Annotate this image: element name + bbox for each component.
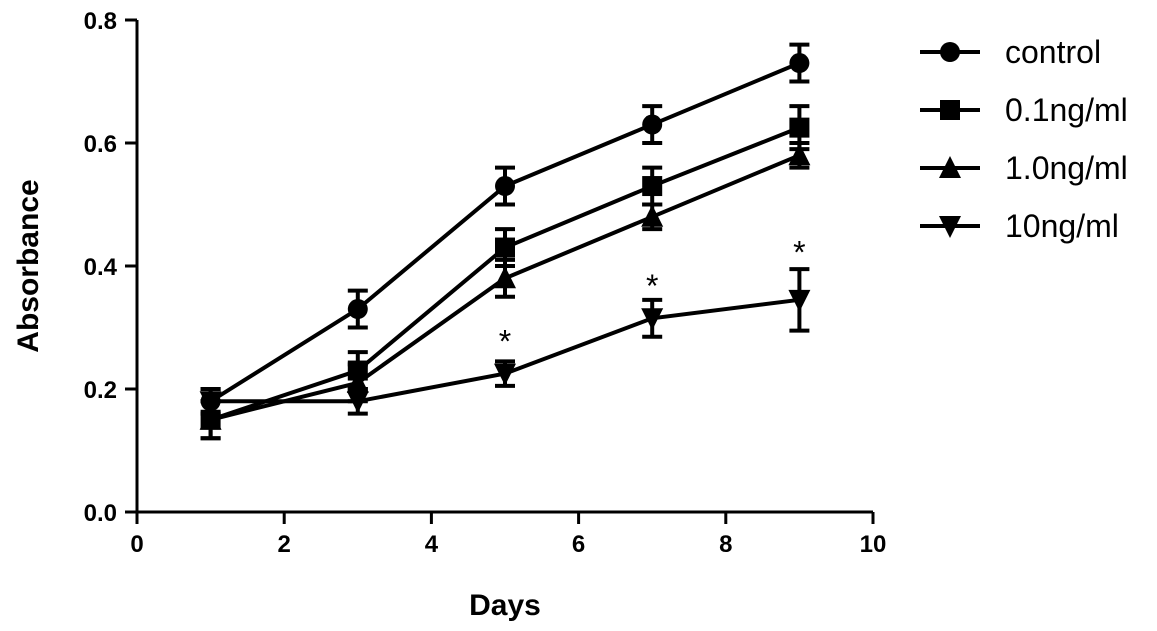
data-point: [199, 407, 222, 430]
data-point: [789, 117, 810, 138]
significance-asterisk: *: [499, 324, 511, 360]
data-point: [642, 114, 663, 135]
x-tick-label: 4: [425, 531, 439, 558]
legend-label: control: [1005, 34, 1101, 70]
data-point: [641, 204, 664, 227]
data-point: [789, 53, 810, 74]
data-point: [642, 176, 663, 197]
legend-marker: [939, 156, 961, 178]
y-tick-label: 0.6: [84, 131, 117, 158]
series-4: [199, 267, 811, 416]
legend-label: 10ng/ml: [1005, 208, 1119, 244]
x-tick-label: 2: [278, 531, 291, 558]
y-tick-label: 0.0: [84, 500, 117, 527]
data-point: [347, 299, 368, 320]
data-point: [346, 391, 369, 414]
x-tick-label: 6: [572, 531, 585, 558]
significance-asterisk: *: [793, 234, 805, 270]
data-point: [641, 308, 664, 331]
ticks: 0 2 4 6 8 10 0.0 0.2 0.4 0.6 0.8: [84, 8, 887, 558]
data-point: [788, 143, 811, 166]
y-tick-label: 0.4: [84, 254, 118, 281]
significance-asterisk: *: [646, 268, 658, 304]
legend-marker: [939, 216, 961, 238]
x-tick-label: 0: [130, 531, 143, 558]
y-axis-title: Absorbance: [12, 179, 45, 352]
y-tick-label: 0.2: [84, 377, 117, 404]
plot-area: [199, 42, 811, 441]
legend-item: 10ng/ml: [920, 208, 1119, 244]
annotations: * * *: [499, 234, 806, 359]
data-point: [495, 176, 515, 197]
legend-item: 0.1ng/ml: [920, 92, 1128, 128]
legend: control 0.1ng/ml 1.0ng/ml 10ng/ml: [920, 34, 1128, 244]
data-point: [199, 391, 222, 414]
legend-label: 1.0ng/ml: [1005, 150, 1128, 186]
x-tick-label: 8: [719, 531, 732, 558]
y-tick-label: 0.8: [84, 8, 117, 35]
legend-marker: [940, 100, 960, 120]
legend-marker: [940, 42, 960, 62]
legend-label: 0.1ng/ml: [1005, 92, 1128, 128]
legend-item: control: [920, 34, 1101, 70]
x-tick-label: 10: [860, 531, 887, 558]
legend-item: 1.0ng/ml: [920, 150, 1128, 186]
data-point: [495, 237, 515, 258]
data-point: [494, 363, 516, 386]
x-axis-title: Days: [469, 589, 541, 622]
data-point: [788, 289, 811, 312]
data-point: [494, 266, 516, 289]
